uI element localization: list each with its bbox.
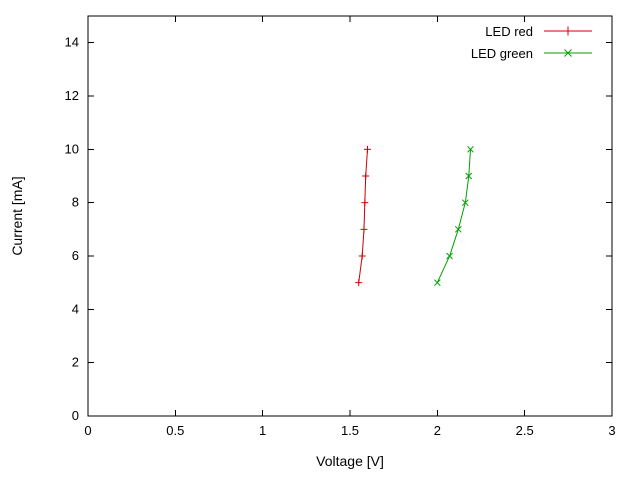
svg-text:6: 6	[72, 248, 79, 263]
svg-text:3: 3	[608, 423, 615, 438]
svg-text:0: 0	[84, 423, 91, 438]
svg-text:2: 2	[434, 423, 441, 438]
legend: LED red LED green	[471, 20, 594, 64]
svg-text:1: 1	[259, 423, 266, 438]
legend-item-led-red: LED red	[471, 20, 594, 42]
svg-text:0: 0	[72, 408, 79, 423]
svg-text:0.5: 0.5	[166, 423, 184, 438]
legend-label-led-red: LED red	[485, 23, 533, 39]
y-axis-label: Current [mA]	[9, 176, 25, 256]
svg-text:10: 10	[65, 141, 79, 156]
svg-text:14: 14	[65, 35, 79, 50]
legend-item-led-green: LED green	[471, 42, 594, 64]
svg-text:2.5: 2.5	[516, 423, 534, 438]
svg-text:2: 2	[72, 355, 79, 370]
svg-text:8: 8	[72, 195, 79, 210]
svg-text:1.5: 1.5	[341, 423, 359, 438]
legend-label-led-green: LED green	[470, 45, 533, 61]
legend-sample-plus-marker	[544, 26, 592, 36]
svg-text:4: 4	[72, 301, 79, 316]
x-axis-label: Voltage [V]	[316, 453, 384, 469]
svg-text:12: 12	[65, 88, 79, 103]
legend-sample-cross-marker	[544, 49, 592, 57]
